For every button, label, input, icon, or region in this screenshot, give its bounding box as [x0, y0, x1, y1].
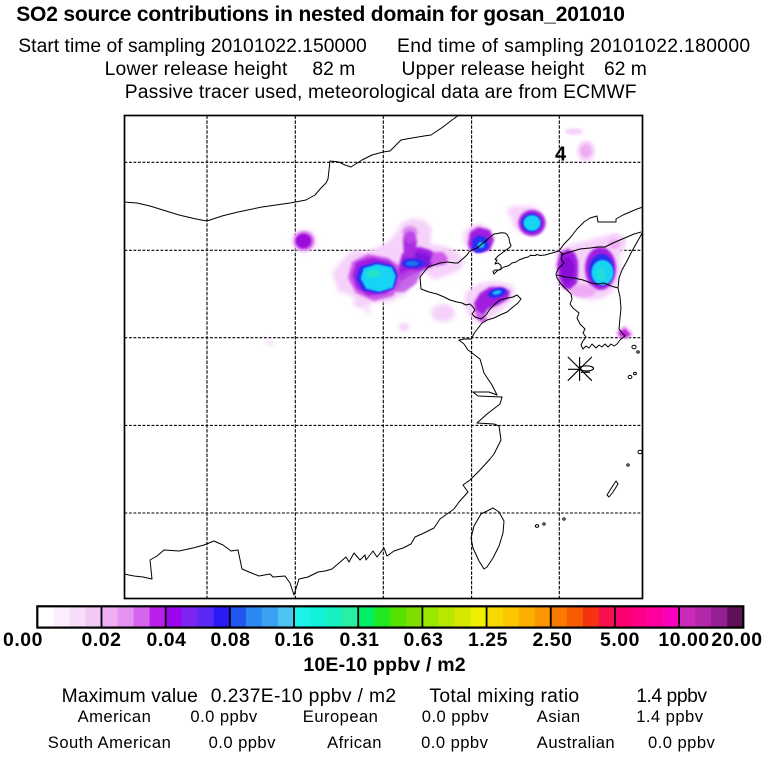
svg-text:4: 4	[555, 144, 567, 166]
